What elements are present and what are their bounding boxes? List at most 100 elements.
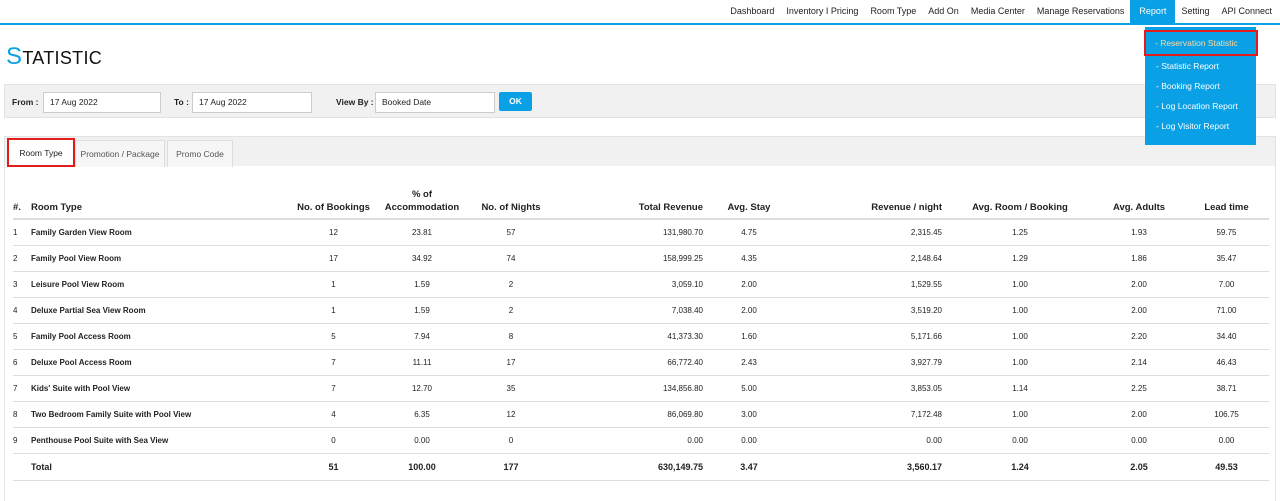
table-cell: 1,529.55 (791, 271, 946, 297)
table-cell: 0.00 (1094, 427, 1184, 453)
table-cell: 2 (468, 271, 554, 297)
room-type-cell: Deluxe Partial Sea View Room (31, 297, 291, 323)
table-cell: 5.00 (707, 375, 791, 401)
table-cell: 2.00 (707, 297, 791, 323)
table-cell: 0.00 (707, 427, 791, 453)
room-type-cell: Family Pool View Room (31, 245, 291, 271)
dropdown-item[interactable]: - Booking Report (1146, 76, 1255, 96)
table-cell: 59.75 (1184, 219, 1269, 245)
dropdown-item[interactable]: - Reservation Statistic (1144, 30, 1258, 56)
total-cell: 100.00 (376, 453, 468, 480)
column-header: No. of Bookings (291, 184, 376, 219)
tab[interactable]: Room Type (7, 138, 75, 167)
table-cell: 8 (468, 323, 554, 349)
table-cell: 46.43 (1184, 349, 1269, 375)
room-type-cell: Kids' Suite with Pool View (31, 375, 291, 401)
table-cell: 3.00 (707, 401, 791, 427)
nav-item[interactable]: API Connect (1215, 0, 1278, 23)
nav-item[interactable]: Add On (922, 0, 965, 23)
table-cell: 1 (291, 297, 376, 323)
report-dropdown: - Reservation Statistic- Statistic Repor… (1145, 27, 1256, 145)
total-cell: 1.24 (946, 453, 1094, 480)
table-cell: 4.75 (707, 219, 791, 245)
dropdown-item[interactable]: - Statistic Report (1146, 56, 1255, 76)
column-header: Avg. Adults (1094, 184, 1184, 219)
table-cell: 2,315.45 (791, 219, 946, 245)
table-cell: 1.14 (946, 375, 1094, 401)
room-type-cell: Deluxe Pool Access Room (31, 349, 291, 375)
table-cell: 3,927.79 (791, 349, 946, 375)
table-cell: 66,772.40 (554, 349, 707, 375)
dropdown-item[interactable]: - Log Location Report (1146, 96, 1255, 116)
nav-item[interactable]: Manage Reservations (1031, 0, 1131, 23)
table-cell: 2.43 (707, 349, 791, 375)
column-header: % of Accommodation (376, 184, 468, 219)
table-cell: 0.00 (554, 427, 707, 453)
table-cell: 7,038.40 (554, 297, 707, 323)
filter-bar: From : 17 Aug 2022 To : 17 Aug 2022 View… (4, 84, 1276, 118)
table-cell: 2.00 (1094, 271, 1184, 297)
table-cell: 4 (291, 401, 376, 427)
table-cell: 1 (291, 271, 376, 297)
nav-item[interactable]: Room Type (864, 0, 922, 23)
header-row: #.Room TypeNo. of Bookings% of Accommoda… (13, 184, 1269, 219)
table-cell: 1.00 (946, 323, 1094, 349)
table-cell: 2,148.64 (791, 245, 946, 271)
table-cell: 71.00 (1184, 297, 1269, 323)
table-cell: 1 (13, 219, 31, 245)
table-panel: #.Room TypeNo. of Bookings% of Accommoda… (4, 166, 1276, 501)
table-cell: 0.00 (946, 427, 1094, 453)
nav-item[interactable]: Dashboard (724, 0, 780, 23)
table-row: 9Penthouse Pool Suite with Sea View00.00… (13, 427, 1269, 453)
empty-cell (13, 453, 31, 480)
table-cell: 2.25 (1094, 375, 1184, 401)
table-row: 3Leisure Pool View Room11.5923,059.102.0… (13, 271, 1269, 297)
view-by-label: View By : (336, 97, 374, 107)
table-cell: 7 (291, 375, 376, 401)
nav-item[interactable]: Media Center (965, 0, 1031, 23)
total-cell: 3,560.17 (791, 453, 946, 480)
table-cell: 131,980.70 (554, 219, 707, 245)
table-cell: 57 (468, 219, 554, 245)
column-header: Avg. Stay (707, 184, 791, 219)
table-cell: 11.11 (376, 349, 468, 375)
table-cell: 0.00 (791, 427, 946, 453)
nav-item[interactable]: Setting (1175, 0, 1215, 23)
table-cell: 2.20 (1094, 323, 1184, 349)
nav-item[interactable]: Inventory I Pricing (780, 0, 864, 23)
table-cell: 8 (13, 401, 31, 427)
to-date-input[interactable]: 17 Aug 2022 (192, 92, 312, 113)
table-cell: 1.86 (1094, 245, 1184, 271)
room-type-cell: Family Garden View Room (31, 219, 291, 245)
tab-bar: Room TypePromotion / PackagePromo Code (4, 136, 1276, 166)
table-row: 2Family Pool View Room1734.9274158,999.2… (13, 245, 1269, 271)
table-cell: 74 (468, 245, 554, 271)
tab[interactable]: Promotion / Package (75, 140, 165, 167)
table-cell: 2.14 (1094, 349, 1184, 375)
table-cell: 3,059.10 (554, 271, 707, 297)
table-cell: 17 (291, 245, 376, 271)
view-by-select[interactable]: Booked Date (375, 92, 495, 113)
ok-button[interactable]: OK (499, 92, 532, 111)
room-type-cell: Penthouse Pool Suite with Sea View (31, 427, 291, 453)
room-type-cell: Two Bedroom Family Suite with Pool View (31, 401, 291, 427)
table-row: 8Two Bedroom Family Suite with Pool View… (13, 401, 1269, 427)
table-cell: 7 (291, 349, 376, 375)
nav-item[interactable]: Report (1130, 0, 1175, 23)
table-cell: 0 (291, 427, 376, 453)
dropdown-item[interactable]: - Log Visitor Report (1146, 116, 1255, 136)
column-header: No. of Nights (468, 184, 554, 219)
table-cell: 0.00 (1184, 427, 1269, 453)
table-cell: 6.35 (376, 401, 468, 427)
table-cell: 35.47 (1184, 245, 1269, 271)
table-cell: 1.93 (1094, 219, 1184, 245)
table-row: 7Kids' Suite with Pool View712.7035134,8… (13, 375, 1269, 401)
statistic-table: #.Room TypeNo. of Bookings% of Accommoda… (13, 184, 1269, 481)
from-date-input[interactable]: 17 Aug 2022 (43, 92, 161, 113)
total-cell: 51 (291, 453, 376, 480)
table-cell: 1.00 (946, 297, 1094, 323)
table-cell: 86,069.80 (554, 401, 707, 427)
tab[interactable]: Promo Code (167, 140, 233, 167)
table-cell: 3 (13, 271, 31, 297)
table-cell: 34.92 (376, 245, 468, 271)
